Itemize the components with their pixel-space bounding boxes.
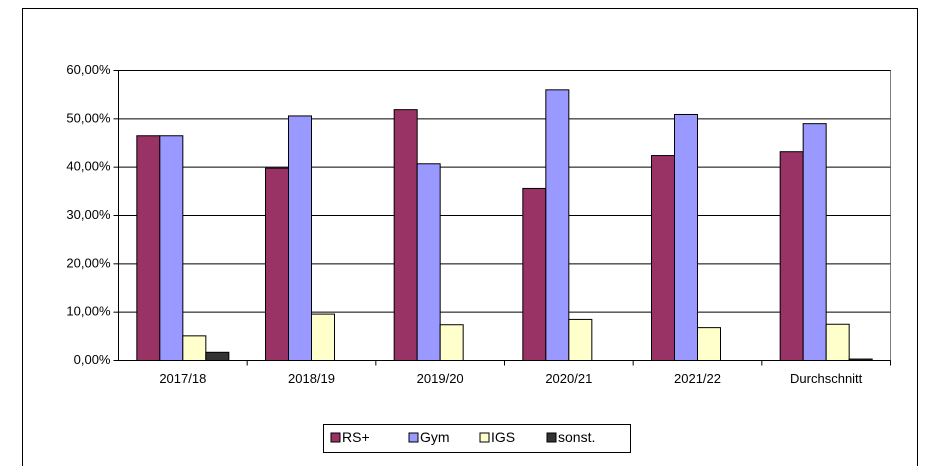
bar xyxy=(205,351,230,361)
y-tick-label: 60,00% xyxy=(66,62,111,77)
legend-swatch xyxy=(330,432,341,443)
x-tick-label: Durchschnitt xyxy=(790,371,863,386)
bar xyxy=(779,151,804,361)
y-tick-label: 30,00% xyxy=(66,207,111,222)
bar xyxy=(568,318,593,361)
bar xyxy=(288,115,312,361)
bar xyxy=(182,335,207,362)
bar xyxy=(825,323,850,361)
legend-box xyxy=(323,424,631,453)
bar xyxy=(265,167,289,361)
y-tick-label: 0,00% xyxy=(74,352,111,367)
bar xyxy=(651,155,675,361)
legend-label: IGS xyxy=(491,429,515,445)
y-tick-label: 10,00% xyxy=(66,304,111,319)
legend-swatch xyxy=(479,432,490,443)
x-tick-label: 2018/19 xyxy=(288,371,335,386)
bar xyxy=(159,135,184,361)
bar xyxy=(136,135,161,361)
bar xyxy=(311,313,335,362)
bar xyxy=(393,109,418,362)
bar xyxy=(439,324,464,362)
bar xyxy=(674,113,698,361)
bar xyxy=(697,327,721,361)
legend-label: Gym xyxy=(420,429,450,445)
x-tick-label: 2019/20 xyxy=(417,371,464,386)
legend-swatch xyxy=(546,432,557,443)
y-tick-label: 40,00% xyxy=(66,159,111,174)
legend-label: RS+ xyxy=(342,429,370,445)
bar xyxy=(802,123,827,361)
bar xyxy=(522,187,547,361)
x-tick-label: 2017/18 xyxy=(159,371,206,386)
bar xyxy=(848,358,873,361)
bar xyxy=(545,89,570,361)
y-tick-label: 20,00% xyxy=(66,255,111,270)
legend-label: sonst. xyxy=(558,429,595,445)
bar xyxy=(416,163,441,361)
x-tick-label: 2020/21 xyxy=(545,371,592,386)
x-tick-label: 2021/22 xyxy=(674,371,721,386)
legend-swatch xyxy=(408,432,419,443)
y-tick-label: 50,00% xyxy=(66,110,111,125)
